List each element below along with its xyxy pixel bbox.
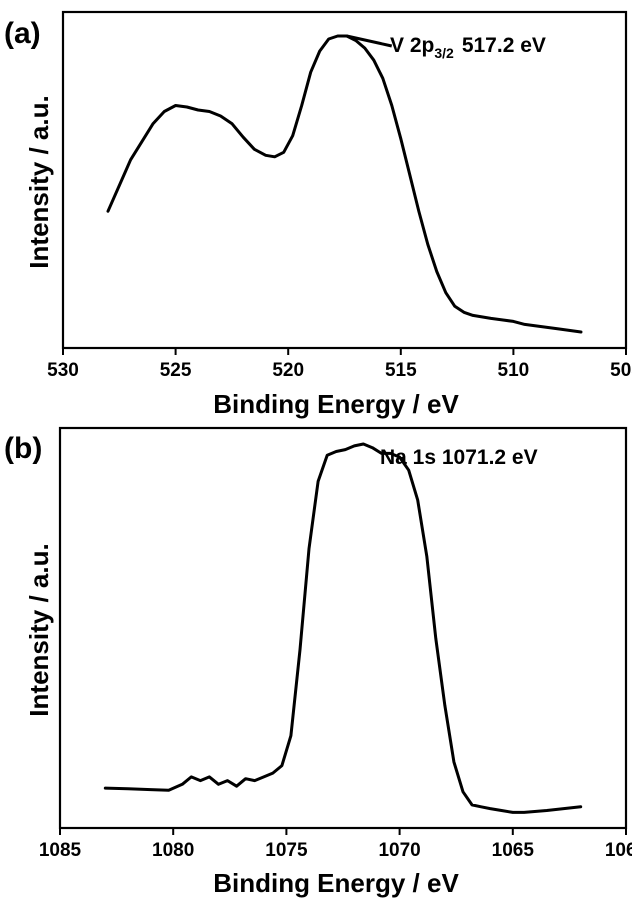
- panel-b-x-tick-labels: 1085 1080 1075 1070 1065 1060: [39, 840, 632, 861]
- panel-b-spectrum-line: [103, 442, 583, 814]
- x-tick-label: 515: [385, 360, 417, 381]
- panel-a-frame: [61, 10, 628, 350]
- x-tick-label: 505: [610, 360, 632, 381]
- x-tick-label: 1085: [39, 840, 82, 861]
- panel-b-x-ticks: [59, 828, 627, 835]
- panel-b-y-axis-title: Intensity / a.u.: [24, 543, 54, 716]
- panel-a-y-axis-title: Intensity / a.u.: [24, 95, 54, 268]
- panel-b: (b) Intensity / a.u. Binding Energy / eV…: [4, 426, 632, 898]
- panel-b-label: (b): [4, 432, 42, 465]
- x-tick-label: 1075: [265, 840, 308, 861]
- panel-b-frame: [58, 426, 628, 830]
- x-tick-label: 1080: [152, 840, 194, 861]
- x-tick-label: 1070: [378, 840, 420, 861]
- panel-a-spectrum-line: [106, 34, 583, 334]
- panel-a-peak-annotation: V 2p3/2 517.2 eV: [390, 34, 546, 61]
- panel-a-x-tick-labels: 530 525 520 515 510 505: [47, 360, 632, 381]
- panel-a-annotation-subscript: 3/2: [434, 45, 454, 61]
- panel-a: (a) Intensity / a.u. Binding Energy / eV…: [4, 10, 632, 419]
- panel-a-annotation-main: V 2p: [390, 34, 434, 57]
- x-tick-label: 510: [498, 360, 530, 381]
- x-tick-label: 1065: [492, 840, 535, 861]
- panel-a-annotation-value: 517.2 eV: [462, 34, 546, 57]
- panel-a-label: (a): [4, 17, 41, 50]
- x-tick-label: 525: [160, 360, 192, 381]
- x-tick-label: 530: [47, 360, 79, 381]
- x-tick-label: 1060: [605, 840, 632, 861]
- panel-a-x-ticks: [62, 348, 627, 355]
- panel-b-peak-annotation: Na 1s 1071.2 eV: [380, 446, 538, 469]
- panel-b-x-axis-title: Binding Energy / eV: [213, 868, 459, 898]
- panel-a-peak-pointer: [346, 34, 393, 48]
- x-tick-label: 520: [272, 360, 304, 381]
- panel-a-x-axis-title: Binding Energy / eV: [213, 389, 459, 419]
